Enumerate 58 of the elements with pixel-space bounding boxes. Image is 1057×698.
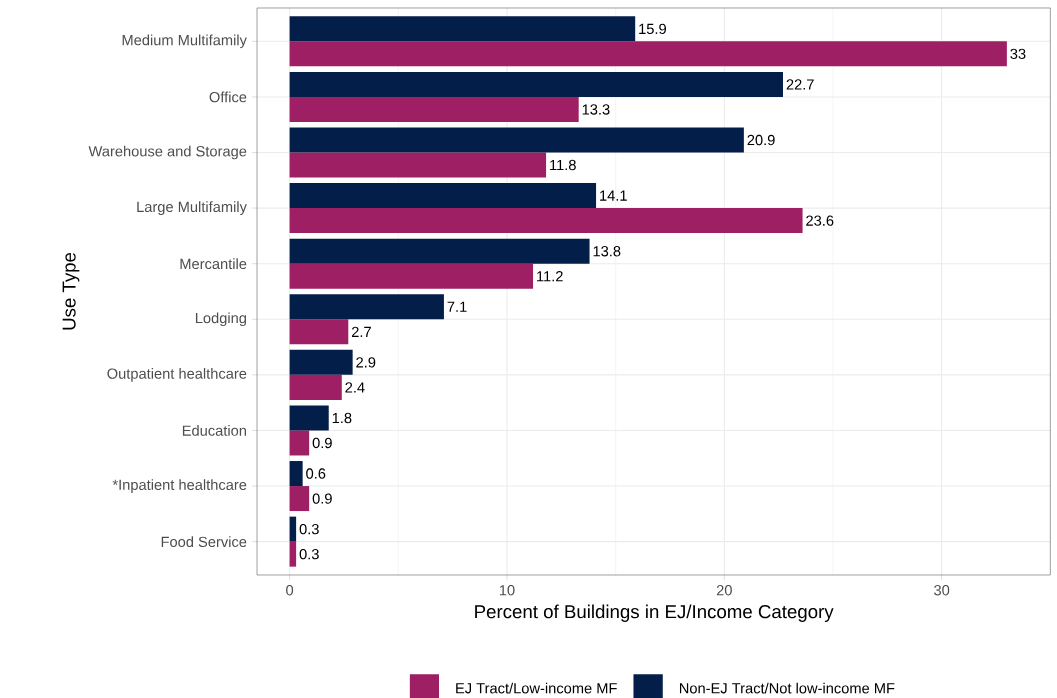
y-tick-label: Office [209,91,247,103]
bar [289,486,310,512]
data-label: 13.8 [593,246,621,257]
y-tick-label: Food Service [161,536,247,548]
data-label: 13.3 [582,104,610,115]
bar [289,263,534,289]
bar [289,405,329,431]
x-tick-label: 20 [716,585,732,596]
bar [289,208,803,234]
data-label: 2.4 [345,382,365,393]
legend-label: EJ Tract/Low-income MF [456,682,617,694]
bar [289,127,744,153]
bar [289,461,303,487]
bar [289,238,590,264]
bar [289,541,297,567]
y-tick-label: Outpatient healthcare [107,368,247,382]
data-label: 15.9 [639,23,666,35]
bar [289,294,444,320]
x-tick-label: 10 [499,585,515,596]
data-label: 7.1 [447,301,467,312]
y-tick-label: *Inpatient healthcare [112,479,247,493]
data-label: 1.8 [332,412,352,424]
bar [289,516,297,542]
bar [289,41,1007,67]
data-label: 0.9 [312,437,332,449]
y-tick-label: Mercantile [180,258,247,270]
bar [289,430,310,456]
bar [289,319,349,345]
x-axis-title: Percent of Buildings in EJ/Income Category [475,604,834,622]
data-label: 0.9 [312,493,332,504]
data-label: 11.8 [550,159,576,171]
data-label: 0.3 [299,548,319,560]
data-label: 22.7 [786,79,814,90]
x-tick-label: 30 [934,585,950,596]
data-label: 20.9 [747,134,775,146]
legend-label: Non-EJ Tract/Not low-income MF [679,682,895,694]
bar [289,183,597,209]
y-tick-label: Large Multifamily [137,201,247,215]
y-tick-label: Lodging [195,312,246,327]
data-label: 33 [1010,48,1026,60]
data-label: 11.2 [537,271,563,282]
bar [289,374,342,400]
data-label: 2.9 [356,357,376,368]
y-tick-label: Education [182,425,246,436]
data-label: 2.7 [351,326,371,337]
data-label: 14.1 [600,190,627,201]
y-axis-title: Use Type [62,252,80,330]
data-label: 0.3 [299,523,319,535]
bar [289,16,636,42]
data-label: 23.6 [806,215,834,226]
bar [289,349,353,375]
bar [289,96,579,122]
data-label: 0.6 [306,468,326,479]
x-tick-label: 0 [286,585,294,596]
y-tick-label: Medium Multifamily [122,34,247,49]
bar [289,152,547,178]
bar [289,71,783,97]
y-tick-label: Warehouse and Storage [88,145,247,160]
